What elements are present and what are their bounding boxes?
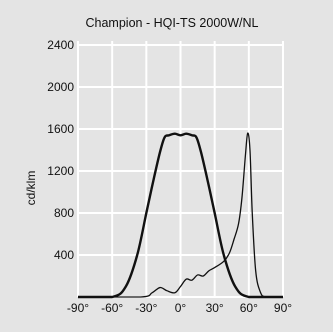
x-tick-label: 90° <box>274 301 292 315</box>
y-tick-label: 2000 <box>47 80 74 94</box>
y-tick-label: 1200 <box>47 164 74 178</box>
series-layer <box>78 132 283 299</box>
y-axis-label: cd/klm <box>24 171 38 206</box>
x-tick-label: -90° <box>67 301 89 315</box>
y-tick-label: 1600 <box>47 122 74 136</box>
chart-title: Champion - HQI-TS 2000W/NL <box>86 16 259 30</box>
y-tick-label: 800 <box>54 206 74 220</box>
x-tick-label: 60° <box>240 301 258 315</box>
y-tick-label: 2400 <box>47 38 74 52</box>
x-tick-label: -30° <box>135 301 157 315</box>
x-tick-label: -60° <box>101 301 123 315</box>
x-tick-label: 0° <box>175 301 187 315</box>
y-tick-label: 400 <box>54 248 74 262</box>
x-tick-label: 30° <box>206 301 224 315</box>
tick-layer: -90° -60° -30° 0° 30° 60° 90° 400 800 1200 1600 200… <box>47 38 292 315</box>
series-line-thin <box>78 132 283 298</box>
series-line-thick <box>78 132 283 299</box>
